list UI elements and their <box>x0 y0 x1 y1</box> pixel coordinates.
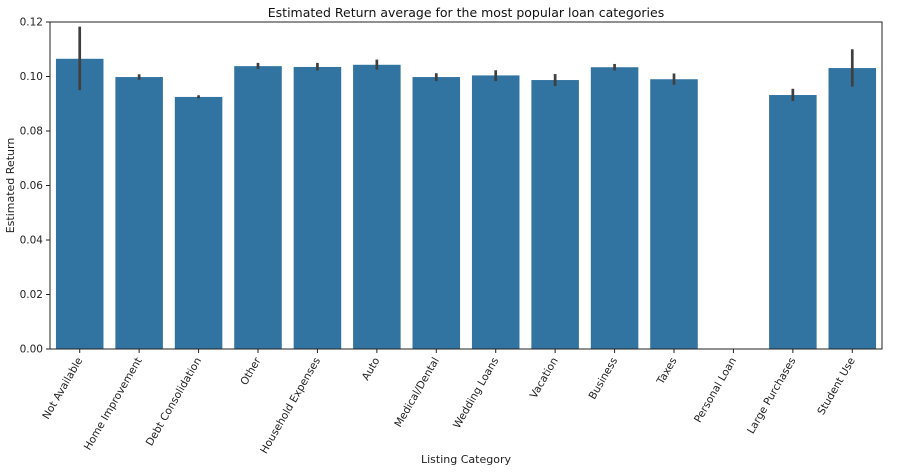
y-axis-label: Estimated Return <box>4 138 17 234</box>
bar <box>769 95 817 349</box>
bar <box>174 96 223 349</box>
x-tick-label: Medical/Dental <box>392 356 442 430</box>
x-tick-label: Wedding Loans <box>451 356 501 431</box>
y-tick-label: 0.02 <box>20 289 43 301</box>
x-tick-label: Large Purchases <box>745 356 798 437</box>
x-tick-label: Debt Consolidation <box>144 356 204 449</box>
y-tick-label: 0.06 <box>20 180 44 192</box>
x-tick-label: Student Use <box>815 356 858 418</box>
bar <box>353 64 401 349</box>
x-tick-label: Not Available <box>40 356 85 422</box>
bar <box>471 75 520 349</box>
bar <box>115 77 163 350</box>
bar <box>55 58 104 349</box>
bar <box>650 79 698 349</box>
x-axis-label: Listing Category <box>421 453 511 466</box>
bar <box>828 68 877 350</box>
x-tick-label: Auto <box>360 356 383 383</box>
y-tick-label: 0.04 <box>20 235 44 247</box>
y-axis: 0.00 0.02 0.04 0.06 0.08 0.10 0.12 <box>20 17 50 356</box>
x-tick-label: Other <box>238 355 264 387</box>
bar <box>412 77 461 350</box>
y-tick-label: 0.10 <box>20 71 43 83</box>
y-tick-label: 0.08 <box>20 126 43 138</box>
bar <box>590 67 639 350</box>
x-tick-label: Business <box>587 356 621 402</box>
x-tick-label: Household Expenses <box>258 356 323 456</box>
x-tick-label: Personal Loan <box>692 356 739 425</box>
bar <box>293 66 342 350</box>
bar <box>531 80 579 349</box>
y-tick-label: 0.12 <box>20 17 43 29</box>
x-tick-label: Vacation <box>528 356 561 401</box>
y-tick-label: 0.00 <box>20 344 43 356</box>
x-tick-label: Taxes <box>654 356 679 388</box>
bars-group <box>55 58 877 350</box>
chart-title: Estimated Return average for the most po… <box>268 5 664 20</box>
x-tick-label: Home Improvement <box>82 356 145 453</box>
bar <box>234 66 282 350</box>
error-bars-group <box>78 26 854 102</box>
